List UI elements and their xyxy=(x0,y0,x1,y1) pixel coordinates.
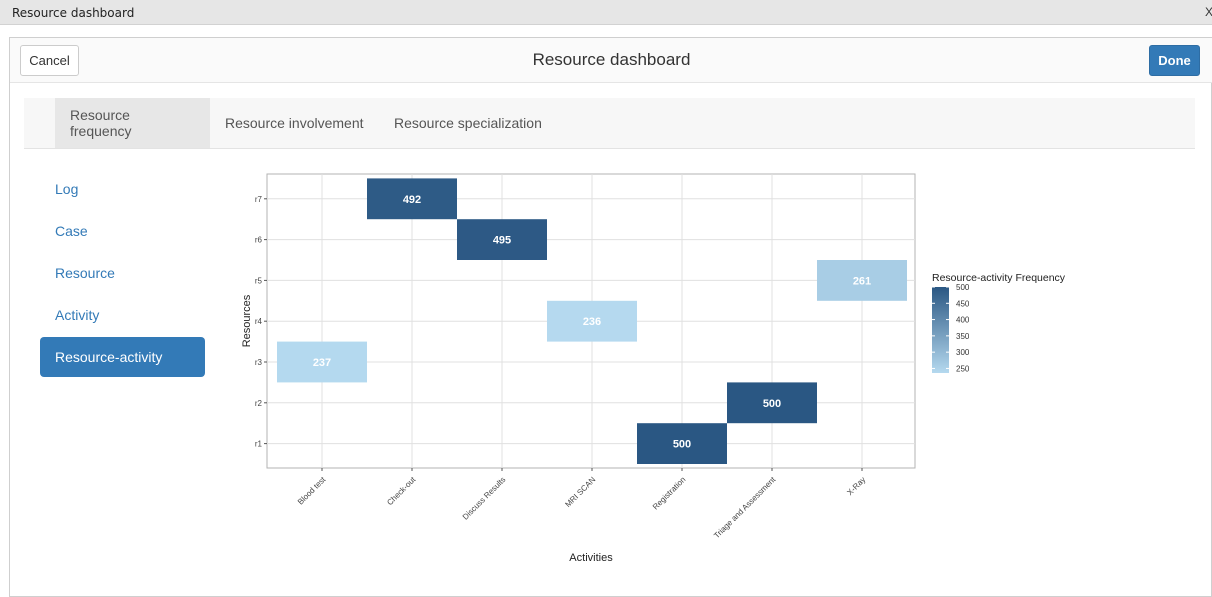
heatmap-cell xyxy=(637,423,727,464)
cell-value-label: 237 xyxy=(313,357,331,369)
sidenav-item-resource[interactable]: Resource xyxy=(55,265,115,281)
tab-resource-specialization[interactable]: Resource specialization xyxy=(394,115,542,131)
tab-resource-frequency[interactable]: Resource frequency xyxy=(55,98,210,148)
x-tick-label: MRI SCAN xyxy=(563,475,597,509)
window-title: Resource dashboard xyxy=(12,6,135,20)
x-axis-title: Activities xyxy=(569,552,613,564)
y-tick-label: r6 xyxy=(255,236,263,245)
resource-activity-heatmap: 492 495 261 236 237 500 500 r1 r2 r3 r4 r5 r6 r7 Blood… xyxy=(241,173,1066,564)
heatmap-cell xyxy=(727,382,817,424)
sidenav-item-case[interactable]: Case xyxy=(55,223,88,239)
sidenav-item-log[interactable]: Log xyxy=(55,181,79,197)
heatmap-cell xyxy=(547,300,637,342)
cell-value-label: 492 xyxy=(403,194,421,206)
window-titlebar: Resource dashboard X xyxy=(0,0,1212,25)
window-close-icon[interactable]: X xyxy=(1205,5,1212,19)
legend-tick-label: 450 xyxy=(956,299,970,308)
tab-resource-involvement[interactable]: Resource involvement xyxy=(225,115,364,131)
x-tick-label: Discuss Results xyxy=(461,475,508,522)
cell-value-label: 261 xyxy=(853,275,871,287)
y-tick-label: r1 xyxy=(255,440,263,449)
heatmap-cell xyxy=(817,260,907,301)
x-tick-label: Blood test xyxy=(296,475,328,507)
x-tick-label: Triage and Assessment xyxy=(712,475,778,541)
x-tick-label: Registration xyxy=(651,475,688,512)
legend-tick-label: 300 xyxy=(956,348,970,357)
heatmap-cell xyxy=(457,219,547,260)
heatmap-cell xyxy=(367,178,457,220)
y-axis-title: Resources xyxy=(241,294,253,347)
y-tick-label: r7 xyxy=(255,195,263,204)
legend-tick-label: 250 xyxy=(956,364,970,373)
legend-colorbar xyxy=(932,287,949,373)
legend-title: Resource-activity Frequency xyxy=(932,272,1066,284)
legend-tick-label: 500 xyxy=(956,283,970,292)
legend-tick-label: 400 xyxy=(956,316,970,325)
y-tick-label: r2 xyxy=(255,399,263,408)
y-tick-label: r4 xyxy=(255,317,263,326)
done-button[interactable]: Done xyxy=(1149,45,1200,76)
cell-value-label: 495 xyxy=(493,235,511,247)
heatmap-cell xyxy=(277,341,367,383)
cell-value-label: 500 xyxy=(673,439,691,451)
legend-tick-label: 350 xyxy=(956,332,970,341)
sidenav-item-activity[interactable]: Activity xyxy=(55,307,100,323)
cancel-button[interactable]: Cancel xyxy=(20,45,79,76)
cell-value-label: 500 xyxy=(763,398,781,410)
sidenav-item-resource-activity[interactable]: Resource-activity xyxy=(40,337,205,377)
cell-value-label: 236 xyxy=(583,316,601,328)
y-tick-label: r3 xyxy=(255,358,263,367)
x-tick-label: Check-out xyxy=(385,475,418,508)
x-tick-label: X-Ray xyxy=(845,475,867,497)
modal-header: Cancel Resource dashboard Done xyxy=(10,38,1212,83)
tab-bar: Resource frequency Resource involvement … xyxy=(24,98,1195,149)
modal-title: Resource dashboard xyxy=(532,50,691,69)
y-tick-label: r5 xyxy=(255,276,263,285)
